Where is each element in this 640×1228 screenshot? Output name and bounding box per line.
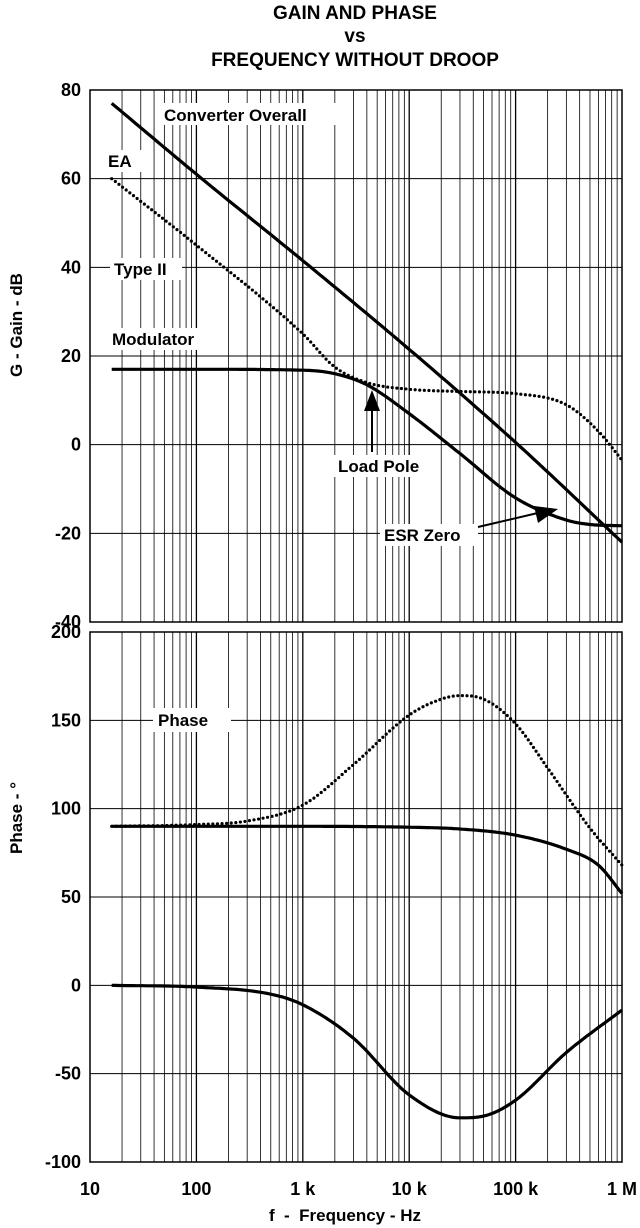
phase-plot-frame: [89, 631, 623, 1163]
load-pole-arrow-head: [364, 390, 380, 411]
y-tick-label: 0: [71, 975, 81, 995]
label-background: [153, 708, 231, 732]
phase-annotations: Phase: [153, 708, 231, 732]
x-tick-label: 1 M: [607, 1179, 637, 1199]
load-pole-label: Load Pole: [338, 457, 419, 476]
phase-plot-grid: [90, 632, 622, 1162]
label-background: [110, 258, 182, 280]
x-tick-label: 10 k: [392, 1179, 428, 1199]
gain-plot-grid: [90, 90, 622, 622]
series-line-panel2-series-2: [111, 824, 624, 895]
y-tick-label: -100: [45, 1152, 81, 1172]
series-line-modulator: [111, 367, 623, 528]
phase-y-ticks: 200 150 100 50 0 -50 -100: [45, 622, 81, 1172]
y-tick-label: 50: [61, 887, 81, 907]
x-tick-label: 100: [181, 1179, 211, 1199]
converter-overall-label: Converter Overall: [164, 106, 307, 125]
y-tick-label: -20: [55, 523, 81, 543]
label-background: [380, 524, 478, 546]
series-line-converter-overall: [110, 102, 624, 544]
y-tick-label: -50: [55, 1064, 81, 1084]
gain-plot-frame: [89, 89, 623, 623]
ea-label: EA: [108, 152, 132, 171]
phase-y-axis-label: Phase - °: [7, 782, 26, 854]
chart-title-line-3: FREQUENCY WITHOUT DROOP: [211, 50, 499, 71]
y-tick-label: 80: [61, 80, 81, 100]
modulator-label: Modulator: [112, 330, 195, 349]
phase-plot-series: [110, 693, 624, 1120]
label-background: [104, 150, 142, 172]
gain-plot-series: [110, 102, 624, 544]
label-background: [334, 455, 424, 477]
label-background: [109, 328, 215, 350]
type-ii-label: Type II: [114, 260, 167, 279]
y-tick-label: 200: [51, 622, 81, 642]
y-tick-label: 150: [51, 710, 81, 730]
series-line-panel2-series-1: [110, 693, 624, 867]
phase-label: Phase: [158, 711, 208, 730]
series-line-ea: [110, 177, 624, 462]
y-tick-label: -40: [55, 612, 81, 632]
x-tick-label: 1 k: [290, 1179, 316, 1199]
gain-annotations: Converter Overall EA Type II Modulator L…: [104, 103, 558, 546]
chart-title-line-2: vs: [344, 26, 365, 47]
y-tick-label: 40: [61, 257, 81, 277]
gain-y-ticks: 80 60 40 20 0 -20 -40: [55, 80, 81, 632]
esr-zero-label: ESR Zero: [384, 526, 461, 545]
y-tick-label: 60: [61, 169, 81, 189]
y-tick-label: 0: [71, 435, 81, 455]
x-tick-label: 100 k: [493, 1179, 539, 1199]
x-axis-label: f - Frequency - Hz: [269, 1206, 421, 1225]
y-tick-label: 100: [51, 799, 81, 819]
label-background: [160, 103, 338, 125]
x-axis-ticks: 10 100 1 k 10 k 100 k 1 M: [80, 1179, 637, 1199]
esr-zero-arrow-head: [534, 506, 558, 523]
gain-y-axis-label: G - Gain - dB: [7, 273, 26, 377]
chart-title-line-1: GAIN AND PHASE: [273, 3, 437, 24]
series-line-panel2-series-3: [111, 983, 623, 1120]
x-tick-label: 10: [80, 1179, 100, 1199]
y-tick-label: 20: [61, 346, 81, 366]
esr-zero-arrow-shaft: [477, 511, 543, 528]
